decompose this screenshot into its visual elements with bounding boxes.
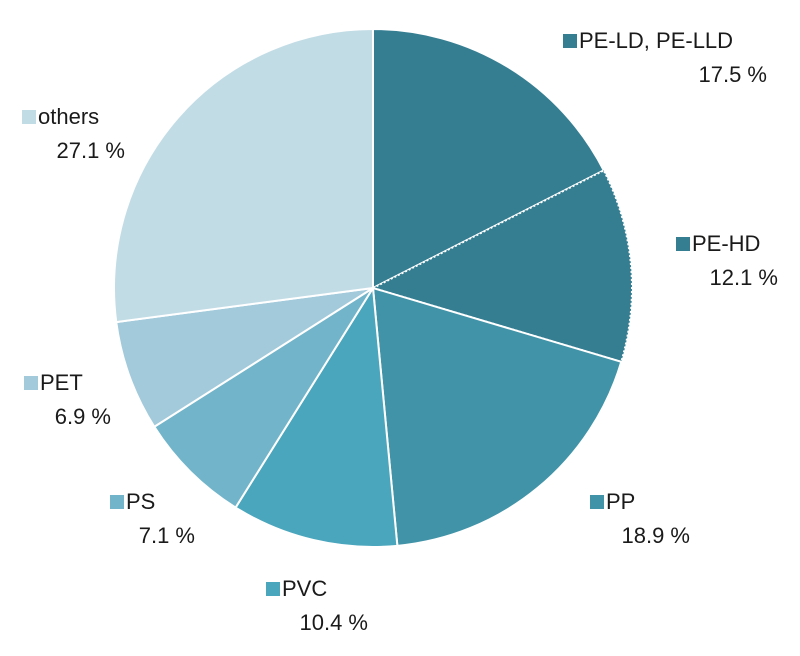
legend-swatch	[563, 34, 577, 48]
slice-label: PP	[606, 489, 635, 514]
pie-slice	[234, 284, 399, 548]
legend-swatch	[676, 237, 690, 251]
slice-label: PET	[40, 370, 83, 395]
value-label: 27.1 %	[57, 138, 126, 163]
pie-slice	[152, 287, 374, 509]
legend-swatch	[22, 110, 36, 124]
slice-label: PVC	[282, 576, 327, 601]
slice-label: PE-LD, PE-LLD	[579, 28, 733, 53]
legend-swatch	[110, 495, 124, 509]
slice-label: others	[38, 104, 99, 129]
pie-slice	[115, 287, 374, 429]
pie-slice	[371, 286, 623, 547]
value-label: 7.1 %	[139, 523, 195, 548]
value-label: 12.1 %	[710, 265, 779, 290]
pie-slice	[372, 27, 606, 290]
legend-swatch	[24, 376, 38, 390]
pie-slice	[113, 27, 374, 324]
value-label: 17.5 %	[699, 62, 768, 87]
pie-slice	[370, 169, 633, 364]
legend-swatch	[266, 582, 280, 596]
value-label: 6.9 %	[55, 404, 111, 429]
legend-swatch	[590, 495, 604, 509]
slice-label: PS	[126, 489, 155, 514]
slice-label: PE-HD	[692, 231, 760, 256]
value-label: 10.4 %	[300, 610, 369, 635]
value-label: 18.9 %	[622, 523, 691, 548]
